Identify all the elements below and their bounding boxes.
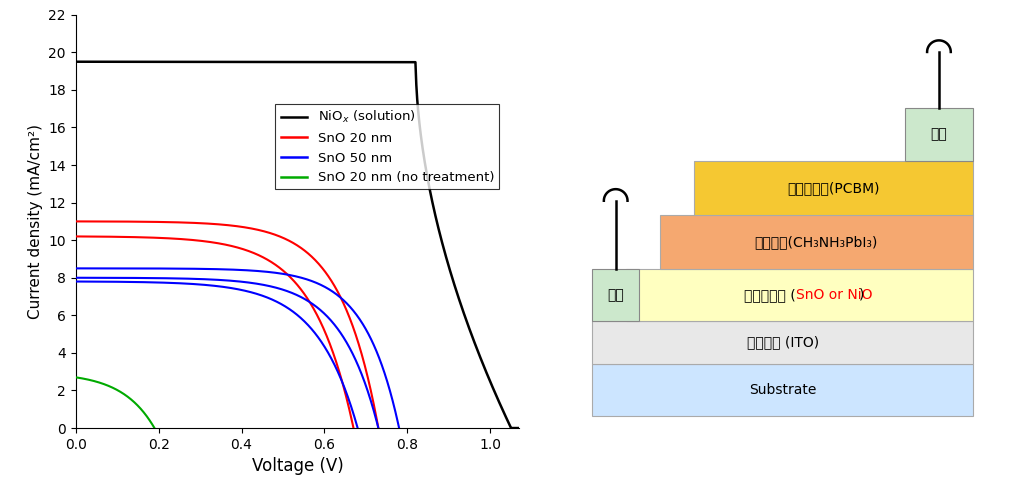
Bar — [592, 321, 973, 364]
Text: 전극: 전극 — [607, 288, 624, 302]
Text: 정공수송층 (: 정공수송층 ( — [745, 288, 796, 302]
Bar — [660, 215, 973, 269]
Text: Substrate: Substrate — [749, 383, 816, 397]
X-axis label: Voltage (V): Voltage (V) — [251, 458, 343, 475]
Bar — [592, 269, 639, 321]
Y-axis label: Current density (mA/cm²): Current density (mA/cm²) — [27, 124, 42, 319]
Bar — [905, 108, 973, 161]
Text: 광흠수층(CH₃NH₃PbI₃): 광흠수층(CH₃NH₃PbI₃) — [755, 235, 878, 249]
Legend: NiO$_x$ (solution), SnO 20 nm, SnO 50 nm, SnO 20 nm (no treatment): NiO$_x$ (solution), SnO 20 nm, SnO 50 nm… — [275, 104, 499, 189]
Text: 전극: 전극 — [930, 127, 947, 142]
Bar — [592, 364, 973, 416]
Text: 전자수송층(PCBM): 전자수송층(PCBM) — [787, 182, 880, 195]
Text: ): ) — [859, 288, 864, 302]
Bar — [627, 269, 973, 321]
Bar — [694, 161, 973, 215]
Text: SnO or NiO: SnO or NiO — [796, 288, 873, 302]
Text: 투명전극 (ITO): 투명전극 (ITO) — [747, 335, 818, 349]
